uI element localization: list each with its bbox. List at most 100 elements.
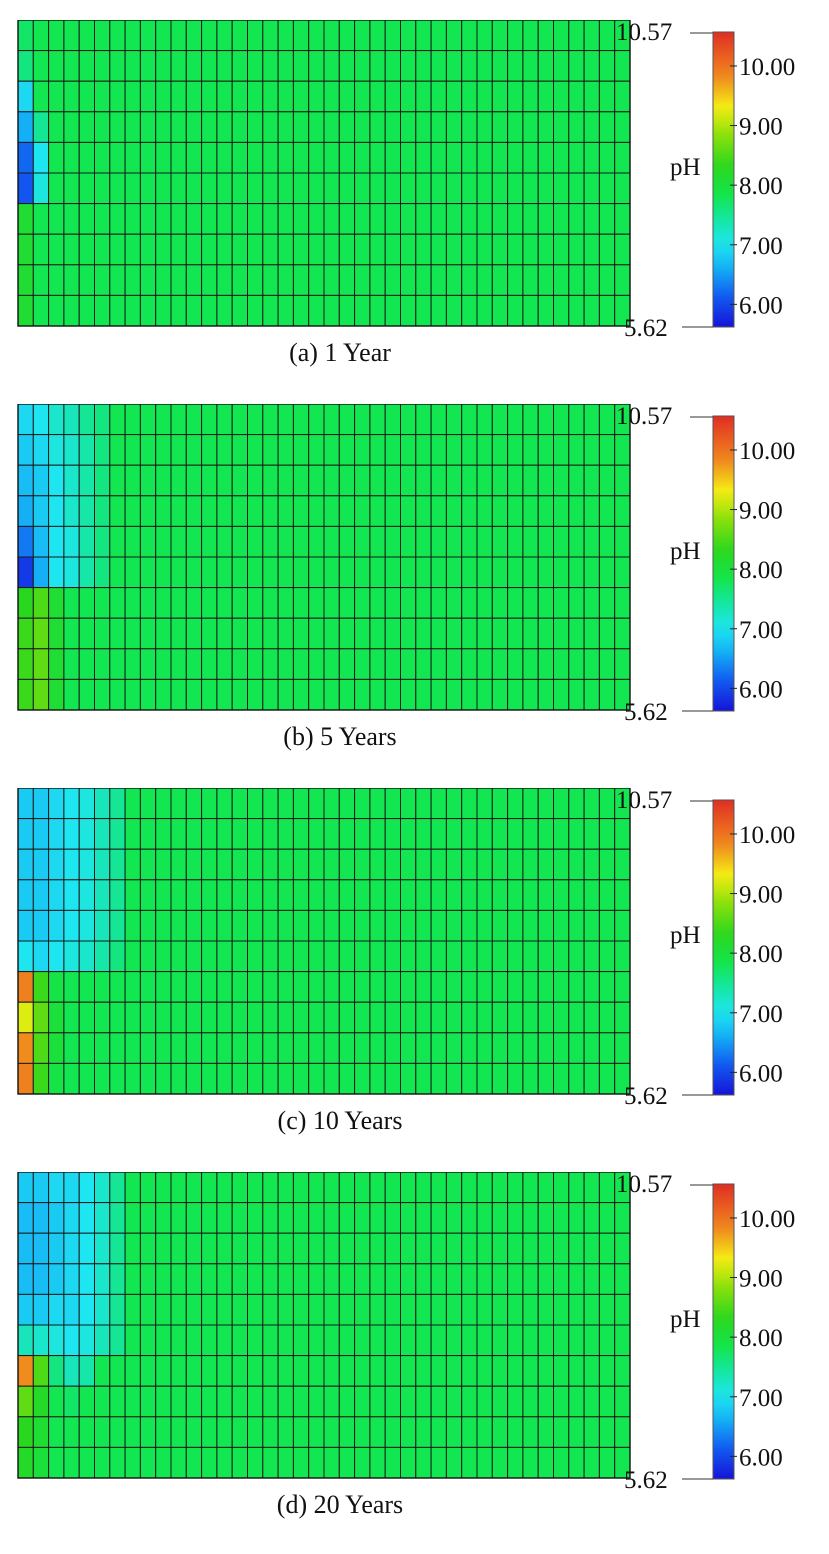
grid-cell <box>78 525 95 558</box>
grid-cell <box>63 1032 80 1064</box>
grid-cell <box>292 434 310 466</box>
grid-cell <box>522 940 539 973</box>
grid-cell <box>277 1324 294 1357</box>
grid-cell <box>400 464 417 497</box>
grid-cell <box>32 525 50 558</box>
grid-cell <box>415 495 432 527</box>
grid-cell <box>155 111 172 143</box>
grid-cell <box>124 788 141 820</box>
grid-cell <box>461 556 478 589</box>
grid-cell <box>262 1293 279 1326</box>
grid-cell <box>461 111 478 143</box>
grid-cell <box>598 1001 616 1034</box>
grid-cell <box>338 818 356 850</box>
grid-cell <box>400 648 417 680</box>
grid-cell <box>185 50 203 82</box>
grid-cell <box>139 141 157 174</box>
grid-cell <box>583 1172 600 1204</box>
grid-cell <box>598 1202 616 1234</box>
grid-cell <box>553 495 570 527</box>
grid-cell <box>598 50 616 82</box>
grid-cell <box>323 848 340 881</box>
grid-cell <box>201 971 218 1003</box>
grid-cell <box>537 1293 555 1326</box>
grid-cell <box>384 464 402 497</box>
grid-cell <box>476 848 493 881</box>
grid-cell <box>553 678 570 711</box>
grid-cell <box>247 525 264 558</box>
grid-cell <box>491 20 509 52</box>
grid-cell <box>522 1001 539 1034</box>
grid-cell <box>109 617 126 650</box>
grid-cell <box>507 464 524 497</box>
grid-cell <box>476 294 493 327</box>
grid-cell <box>247 464 264 497</box>
grid-cell <box>354 617 371 650</box>
grid-cell <box>598 1446 616 1479</box>
grid-cell <box>369 1001 386 1034</box>
grid-cell <box>308 879 325 911</box>
grid-cell <box>155 1232 172 1265</box>
grid-cell <box>277 525 294 558</box>
grid-cell <box>139 404 157 436</box>
grid-cell <box>292 848 310 881</box>
grid-cell <box>231 1385 248 1418</box>
grid-cell <box>338 1263 356 1295</box>
grid-cell <box>78 617 95 650</box>
grid-cell <box>231 1232 248 1265</box>
grid-cell <box>583 678 600 711</box>
grid-cell <box>94 1263 111 1295</box>
grid-cell <box>522 20 539 52</box>
grid-cell <box>598 172 616 205</box>
grid-cell <box>415 1232 432 1265</box>
grid-cell <box>369 141 386 174</box>
grid-cell <box>445 940 463 973</box>
grid-cell <box>445 434 463 466</box>
grid-cell <box>216 818 233 850</box>
grid-cell <box>48 1232 65 1265</box>
grid-cell <box>553 556 570 589</box>
grid-cell <box>400 50 417 82</box>
grid-cell <box>461 264 478 296</box>
grid-cell <box>369 1032 386 1064</box>
grid-cell <box>17 940 34 973</box>
grid-cell <box>354 879 371 911</box>
grid-cell <box>491 1416 509 1448</box>
grid-cell <box>415 20 432 52</box>
grid-cell <box>109 678 126 711</box>
grid-cell <box>415 404 432 436</box>
colorbar-tick-label: 6.00 <box>739 1444 783 1471</box>
grid-cell <box>507 404 524 436</box>
grid-cell <box>553 1263 570 1295</box>
grid-cell <box>476 464 493 497</box>
grid-cell <box>400 434 417 466</box>
grid-cell <box>308 1232 325 1265</box>
grid-cell <box>384 1385 402 1418</box>
grid-cell <box>430 404 447 436</box>
grid-cell <box>507 648 524 680</box>
grid-cell <box>400 294 417 327</box>
grid-cell <box>216 587 233 619</box>
grid-cell <box>445 1172 463 1204</box>
grid-cell <box>48 495 65 527</box>
grid-cell <box>445 20 463 52</box>
grid-cell <box>17 434 34 466</box>
grid-cell <box>491 648 509 680</box>
grid-cell <box>598 788 616 820</box>
grid-cell <box>17 464 34 497</box>
grid-cell <box>598 971 616 1003</box>
grid-cell <box>568 1355 585 1387</box>
grid-cell <box>461 648 478 680</box>
grid-cell <box>400 264 417 296</box>
grid-cell <box>201 495 218 527</box>
grid-cell <box>63 678 80 711</box>
grid-cell <box>231 879 248 911</box>
grid-cell <box>201 587 218 619</box>
grid-cell <box>124 1355 141 1387</box>
grid-cell <box>124 294 141 327</box>
grid-cell <box>277 909 294 942</box>
colorbar-tick-label: 10.00 <box>739 822 795 849</box>
grid-cell <box>48 587 65 619</box>
grid-cell <box>155 294 172 327</box>
grid-cell <box>262 909 279 942</box>
